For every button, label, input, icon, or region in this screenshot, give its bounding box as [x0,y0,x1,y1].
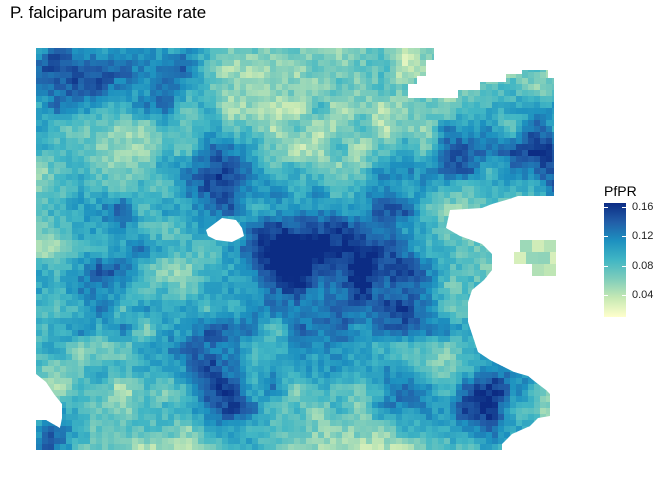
pfpr-raster-map [36,48,556,450]
legend-tick-label: 0.04 [632,288,654,301]
legend-tick-label: 0.16 [632,200,654,213]
pfpr-pixel-grid [36,48,554,450]
east-fragment [514,240,556,276]
central-lake [206,218,244,242]
plot-title: P. falciparum parasite rate [10,3,207,22]
legend-color-bar: 0.16 0.12 0.08 0.04 [604,201,653,317]
legend-title: PfPR [604,183,637,199]
legend: PfPR 0.16 0.12 0.08 0.04 [604,183,653,317]
legend-tick-label: 0.08 [632,259,654,272]
legend-tick-label: 0.12 [632,230,654,243]
